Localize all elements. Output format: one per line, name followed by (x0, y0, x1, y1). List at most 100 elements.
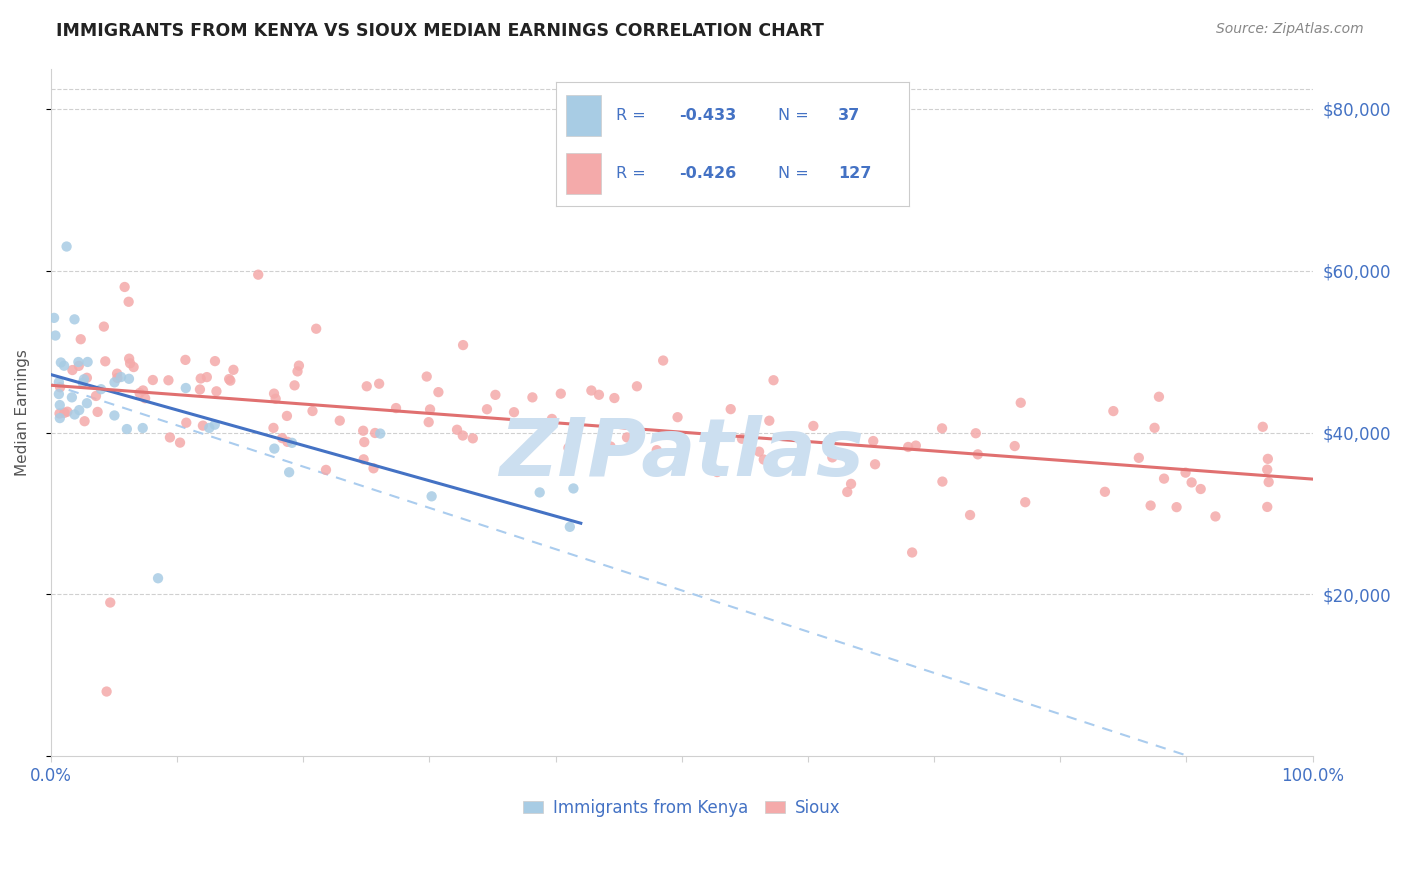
Point (616, 430, 638, 444)
Point (60, 390, 83, 404)
Point (191, 418, 214, 433)
Point (1014, 495, 1036, 509)
Point (76, 371, 98, 385)
Point (287, 364, 309, 378)
Point (69, 332, 91, 346)
Point (863, 457, 886, 471)
Point (76, 355, 98, 369)
Point (315, 463, 337, 477)
Point (368, 426, 391, 441)
Point (142, 373, 165, 387)
Point (821, 450, 844, 465)
Point (263, 386, 285, 401)
Point (67, 355, 90, 369)
Point (1257, 451, 1279, 466)
Point (1204, 509, 1226, 524)
Point (146, 571, 169, 585)
Point (105, 371, 128, 385)
Point (1102, 404, 1125, 418)
Point (55, 239, 77, 253)
Point (42, 310, 65, 325)
Point (63, 312, 86, 326)
Point (862, 434, 884, 448)
Point (603, 391, 626, 405)
Point (219, 374, 242, 388)
Point (752, 452, 775, 467)
Point (581, 384, 603, 398)
Point (73, 372, 96, 386)
Point (484, 388, 506, 402)
Point (1256, 462, 1278, 476)
Point (132, 384, 155, 398)
Point (169, 435, 191, 450)
Point (550, 386, 572, 401)
Point (301, 404, 323, 418)
Point (758, 414, 780, 428)
Point (276, 434, 298, 449)
Point (1181, 475, 1204, 490)
Point (446, 423, 468, 437)
Point (44, 328, 66, 343)
Point (48, 375, 70, 389)
Point (188, 383, 211, 397)
Point (84, 389, 107, 403)
Point (966, 447, 988, 461)
Point (53, 406, 76, 420)
Point (105, 367, 128, 381)
Text: Source: ZipAtlas.com: Source: ZipAtlas.com (1216, 22, 1364, 37)
Point (1139, 499, 1161, 513)
Point (1189, 482, 1212, 496)
Point (174, 352, 197, 367)
Point (67, 403, 90, 417)
Point (1128, 450, 1150, 465)
Point (1004, 439, 1026, 453)
Point (1153, 472, 1175, 486)
Point (120, 356, 142, 370)
Point (204, 354, 226, 368)
Text: ZIPatlas: ZIPatlas (499, 415, 865, 492)
Point (1143, 421, 1166, 435)
Point (118, 351, 141, 366)
Point (110, 370, 132, 384)
Point (1166, 500, 1188, 515)
Point (288, 359, 311, 373)
Point (645, 443, 668, 458)
Point (53, 359, 76, 373)
Point (94, 354, 117, 368)
Point (356, 379, 378, 393)
Point (475, 402, 498, 417)
Point (67, 359, 90, 373)
Point (897, 440, 920, 454)
Point (60, 363, 83, 377)
Point (720, 402, 742, 417)
Point (117, 294, 139, 309)
Point (278, 465, 301, 479)
Point (103, 409, 125, 423)
Point (329, 414, 352, 428)
Point (271, 431, 294, 445)
Point (451, 338, 474, 352)
Point (73, 414, 96, 428)
Point (419, 402, 441, 417)
Point (427, 385, 450, 400)
Point (461, 431, 484, 445)
Point (626, 379, 648, 393)
Point (122, 360, 145, 375)
Point (368, 376, 391, 391)
Point (49, 398, 72, 412)
Point (557, 441, 579, 455)
Point (159, 430, 181, 444)
Point (1256, 500, 1278, 514)
Point (48, 407, 70, 421)
Point (49, 380, 72, 394)
Point (222, 363, 245, 377)
Point (264, 392, 287, 406)
Point (174, 416, 197, 430)
Point (541, 412, 564, 426)
Point (281, 435, 304, 450)
Text: IMMIGRANTS FROM KENYA VS SIOUX MEDIAN EARNINGS CORRELATION CHART: IMMIGRANTS FROM KENYA VS SIOUX MEDIAN EA… (56, 22, 824, 40)
Y-axis label: Median Earnings: Median Earnings (15, 349, 30, 475)
Point (529, 485, 551, 500)
Point (56, 405, 79, 419)
Point (1257, 475, 1279, 489)
